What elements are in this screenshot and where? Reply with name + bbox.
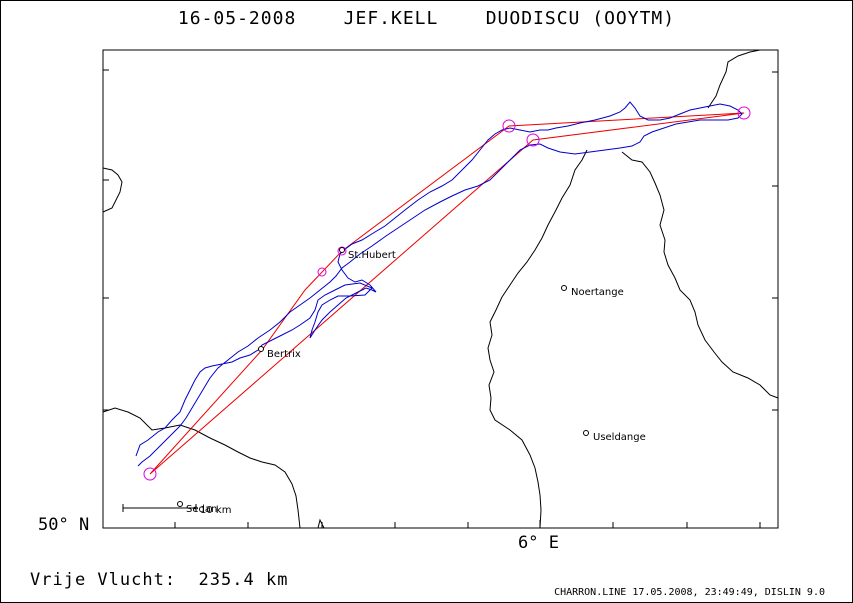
distance-value: 235.4 km [198,570,289,590]
plot-frame [102,49,779,529]
border-germany-north [707,49,761,109]
town-label-noertange: Noertange [571,287,624,298]
town-marker-bertrix [258,346,264,352]
town-label-sthubert: St.Hubert [348,250,396,261]
town-label-bertrix: Bertrix [267,349,301,360]
turnpoint-return [526,133,540,147]
pilot-name: JEF.KELL [343,8,439,29]
country-borders [102,49,779,529]
longitude-label: 6° E [518,533,559,553]
distance-label: Vrije Vlucht: [30,570,177,590]
town-markers: St.Hubert Bertrix Noertange Useldange Se… [177,247,646,515]
turnpoint-start [143,467,157,481]
task-lines [149,112,745,475]
glider-name: DUODISCU (OOYTM) [485,8,676,29]
town-marker-sthubert [339,247,345,253]
town-marker-sedan [177,501,183,507]
footer-info: CHARRON.LINE 17.05.2008, 23:49:49, DISLI… [554,587,825,598]
town-label-useldange: Useldange [593,432,646,443]
scale-bar-label: 10 km [200,505,231,516]
border-belgium-luxembourg [487,149,588,529]
turnpoint-north [502,119,516,133]
task-leg-outbound [149,112,745,475]
border-west [102,167,123,213]
flight-date: 16-05-2008 [177,8,297,29]
scale-bar [122,504,197,512]
town-marker-useldange [583,430,589,436]
border-luxembourg-germany [621,151,779,399]
flight-track [135,101,743,467]
town-label-sedan: Sedan [186,504,217,515]
border-belgium-france [102,407,301,529]
town-marker-noertange [561,285,567,291]
map-title: 16-05-2008 JEF.KELL DUODISCU (OOYTM) [0,8,853,29]
turnpoint-mid [317,267,327,277]
turnpoints [143,106,751,481]
flight-distance: Vrije Vlucht: 235.4 km [30,570,288,590]
border-south [317,518,325,529]
flight-track-line [135,101,743,467]
latitude-label: 50° N [38,515,90,535]
turnpoint-east [737,106,751,120]
axis-ticks [103,69,778,528]
